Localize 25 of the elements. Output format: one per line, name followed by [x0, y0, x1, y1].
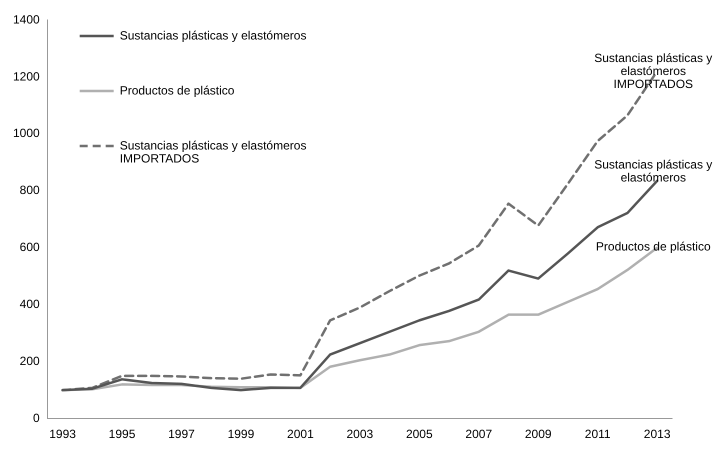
legend-label: Sustancias plásticas y elastómeros IMPORTADOS [120, 138, 306, 166]
y-tick-label: 1400 [12, 12, 40, 26]
y-tick-label: 1000 [12, 126, 40, 140]
y-tick-label: 0 [33, 410, 40, 425]
x-tick-label: 2007 [465, 427, 492, 442]
x-tick-label: 1995 [108, 427, 136, 442]
y-tick-label: 600 [20, 240, 40, 254]
y-tick-label: 400 [20, 297, 40, 312]
x-tick-label: 2003 [346, 427, 374, 442]
y-tick-label: 800 [20, 183, 40, 198]
x-tick-label: 1999 [228, 427, 255, 442]
annotation: Productos de plástico [596, 240, 711, 254]
annotation: Sustancias plásticas y elastómeros IMPORTADOS [594, 51, 712, 92]
x-tick-label: 2009 [524, 427, 552, 442]
x-tick-label: 2001 [287, 427, 314, 442]
x-tick-label: 1997 [168, 427, 196, 442]
x-tick-label: 2005 [406, 427, 433, 442]
legend-label: Productos de plástico [120, 83, 235, 98]
legend-label: Sustancias plásticas y elastómeros [120, 28, 306, 42]
x-tick-label: 2013 [644, 427, 671, 442]
y-tick-label: 1200 [12, 69, 40, 84]
y-tick-label: 200 [20, 354, 40, 368]
annotation: Sustancias plásticas y elastómeros [594, 157, 712, 184]
x-tick-label: 2011 [584, 427, 611, 442]
x-tick-label: 1993 [49, 427, 76, 442]
